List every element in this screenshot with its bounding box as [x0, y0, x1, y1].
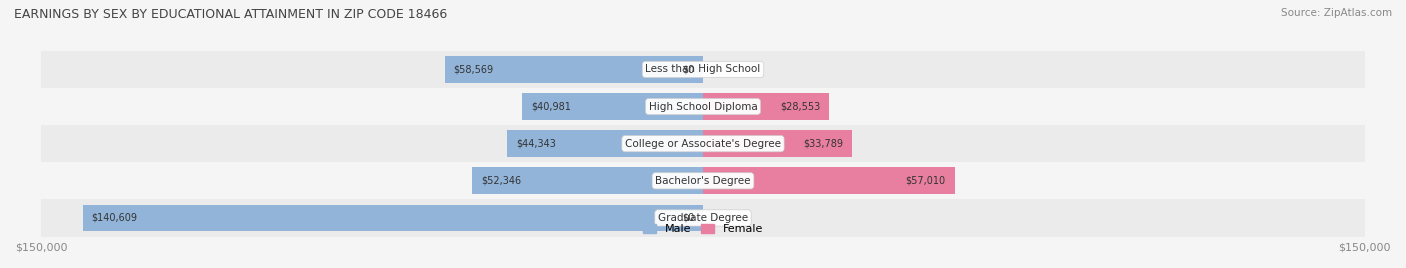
Text: Graduate Degree: Graduate Degree: [658, 213, 748, 223]
Bar: [41, 88, 1365, 125]
Text: Bachelor's Degree: Bachelor's Degree: [655, 176, 751, 186]
Bar: [508, 130, 703, 157]
Bar: [41, 51, 1365, 88]
Bar: [83, 204, 703, 231]
Text: Less than High School: Less than High School: [645, 64, 761, 75]
Bar: [472, 168, 703, 194]
Text: College or Associate's Degree: College or Associate's Degree: [626, 139, 780, 149]
Bar: [703, 130, 852, 157]
Text: $140,609: $140,609: [91, 213, 138, 223]
Text: $58,569: $58,569: [454, 64, 494, 75]
Text: High School Diploma: High School Diploma: [648, 102, 758, 111]
Legend: Male, Female: Male, Female: [638, 219, 768, 239]
Text: Source: ZipAtlas.com: Source: ZipAtlas.com: [1281, 8, 1392, 18]
Text: $40,981: $40,981: [531, 102, 571, 111]
Text: $0: $0: [682, 64, 695, 75]
Bar: [703, 168, 955, 194]
Text: $44,343: $44,343: [516, 139, 555, 149]
Bar: [522, 93, 703, 120]
Text: EARNINGS BY SEX BY EDUCATIONAL ATTAINMENT IN ZIP CODE 18466: EARNINGS BY SEX BY EDUCATIONAL ATTAINMEN…: [14, 8, 447, 21]
Bar: [703, 93, 830, 120]
Text: $0: $0: [682, 213, 695, 223]
Text: $52,346: $52,346: [481, 176, 522, 186]
Bar: [41, 199, 1365, 236]
Text: $33,789: $33,789: [803, 139, 844, 149]
Text: $28,553: $28,553: [780, 102, 820, 111]
Text: $57,010: $57,010: [905, 176, 946, 186]
Bar: [444, 56, 703, 83]
Bar: [41, 125, 1365, 162]
Bar: [41, 162, 1365, 199]
